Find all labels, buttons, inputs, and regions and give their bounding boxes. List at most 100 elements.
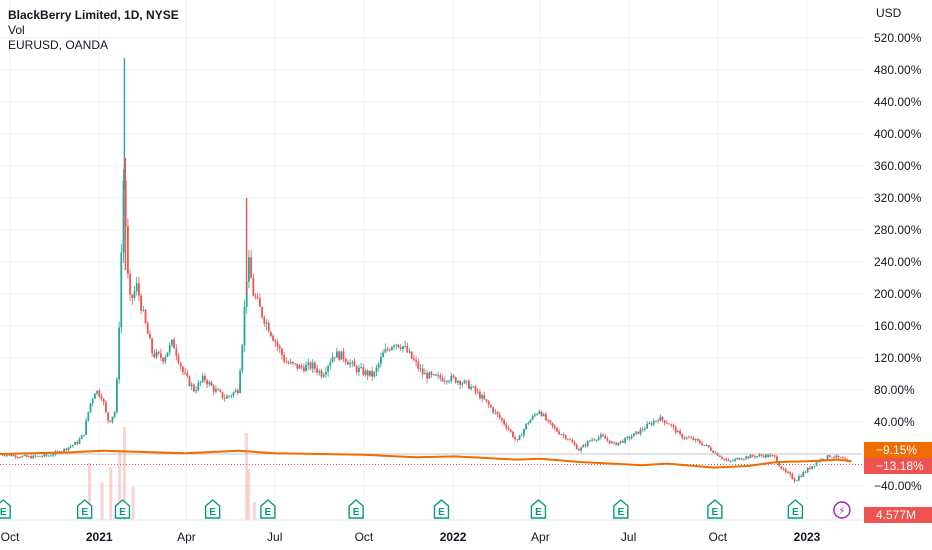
candle-body	[402, 346, 404, 350]
earnings-marker-icon[interactable]: E	[348, 499, 364, 519]
candle	[300, 363, 303, 371]
earnings-marker-icon[interactable]: E	[613, 499, 629, 519]
earnings-marker-icon[interactable]: E	[787, 499, 804, 519]
candle-body	[446, 380, 448, 382]
volume-bar	[122, 427, 126, 520]
candle-body	[749, 454, 752, 459]
earnings-marker-icon[interactable]: E	[433, 499, 450, 519]
legend-volume[interactable]: Vol	[8, 23, 25, 37]
chart-legend: BlackBerry Limited, 1D, NYSE Vol EURUSD,…	[8, 8, 179, 53]
candle-body	[800, 476, 803, 477]
price-axis-currency[interactable]: USD	[876, 6, 902, 20]
candle	[646, 421, 649, 429]
candle	[199, 380, 202, 387]
earnings-marker-icon[interactable]: E	[204, 499, 221, 519]
candle-body	[839, 457, 842, 458]
candle	[325, 366, 327, 378]
candle-body	[28, 456, 30, 458]
candle-body	[683, 438, 686, 440]
x-axis-tick-label: Apr	[177, 530, 196, 544]
earnings-marker-icon[interactable]: E	[0, 499, 11, 519]
candle	[767, 453, 770, 459]
candle-body	[421, 368, 424, 375]
y-axis-tick-label: 480.00%	[874, 63, 922, 77]
earnings-marker-icon[interactable]: E	[76, 499, 93, 519]
candle-body	[371, 370, 374, 377]
candle	[556, 426, 558, 433]
candle	[318, 369, 321, 376]
candle-body	[87, 411, 90, 421]
candle-body	[140, 295, 143, 311]
candle-body	[828, 455, 831, 457]
candle	[157, 350, 160, 356]
candle-body	[567, 438, 569, 440]
candle	[17, 456, 19, 460]
candle	[131, 294, 134, 306]
candle-body	[261, 306, 264, 317]
candle-body	[721, 457, 723, 459]
candle	[666, 420, 668, 425]
candle-body	[443, 380, 446, 382]
candle	[43, 453, 46, 458]
candle	[116, 376, 118, 414]
candle	[705, 443, 708, 447]
candle-body	[322, 374, 325, 377]
candle-body	[470, 386, 473, 389]
split-marker-icon[interactable]: ⚡	[833, 501, 851, 519]
candle	[648, 421, 651, 425]
candle-body	[670, 424, 673, 426]
candle-body	[195, 390, 198, 392]
candle-body	[377, 363, 380, 368]
candle-body	[193, 384, 195, 392]
candle-body	[162, 357, 165, 362]
candle	[173, 337, 176, 349]
candle-body	[589, 440, 591, 442]
candle-body	[41, 456, 44, 458]
candle	[146, 321, 149, 334]
candle	[692, 435, 695, 441]
candle	[538, 409, 541, 415]
candle	[12, 454, 15, 457]
earnings-marker-icon[interactable]: E	[707, 499, 723, 519]
candle-body	[639, 429, 642, 434]
candle-body	[507, 427, 510, 430]
candle-body	[410, 351, 413, 359]
volume-bar	[118, 452, 122, 520]
candle-body	[611, 441, 613, 444]
candle-body	[206, 380, 209, 385]
candle-body	[501, 418, 503, 421]
candle-body	[182, 366, 184, 373]
candle-body	[747, 456, 750, 459]
earnings-marker-icon[interactable]: E	[260, 499, 276, 519]
legend-symbol-title[interactable]: BlackBerry Limited, 1D, NYSE	[8, 8, 179, 22]
candle	[553, 423, 556, 431]
candle-body	[483, 395, 486, 400]
candle	[551, 422, 554, 429]
candle-body	[661, 416, 664, 421]
earnings-marker-icon[interactable]: E	[530, 499, 547, 519]
candle	[30, 454, 33, 459]
candle-body	[248, 257, 250, 282]
candle-body	[710, 447, 712, 451]
eurusd-line[interactable]	[0, 449, 852, 469]
candle-body	[424, 373, 426, 375]
candle	[122, 169, 125, 264]
candle-body	[406, 346, 409, 353]
candle-body	[212, 385, 215, 392]
candle	[360, 362, 363, 369]
candle-body	[637, 431, 640, 434]
candle-body	[459, 380, 462, 385]
candle-body	[457, 380, 459, 383]
candle-body	[386, 349, 389, 350]
earnings-marker-icon[interactable]: E	[114, 499, 131, 519]
legend-compare-symbol[interactable]: EURUSD, OANDA	[8, 38, 109, 52]
candle-body	[798, 476, 800, 481]
candle-body	[283, 355, 286, 362]
candle-body	[465, 380, 468, 382]
candle-body	[344, 358, 347, 363]
candle	[430, 371, 433, 378]
candle	[294, 362, 297, 366]
volume-bar	[100, 482, 104, 520]
candle	[364, 368, 367, 377]
